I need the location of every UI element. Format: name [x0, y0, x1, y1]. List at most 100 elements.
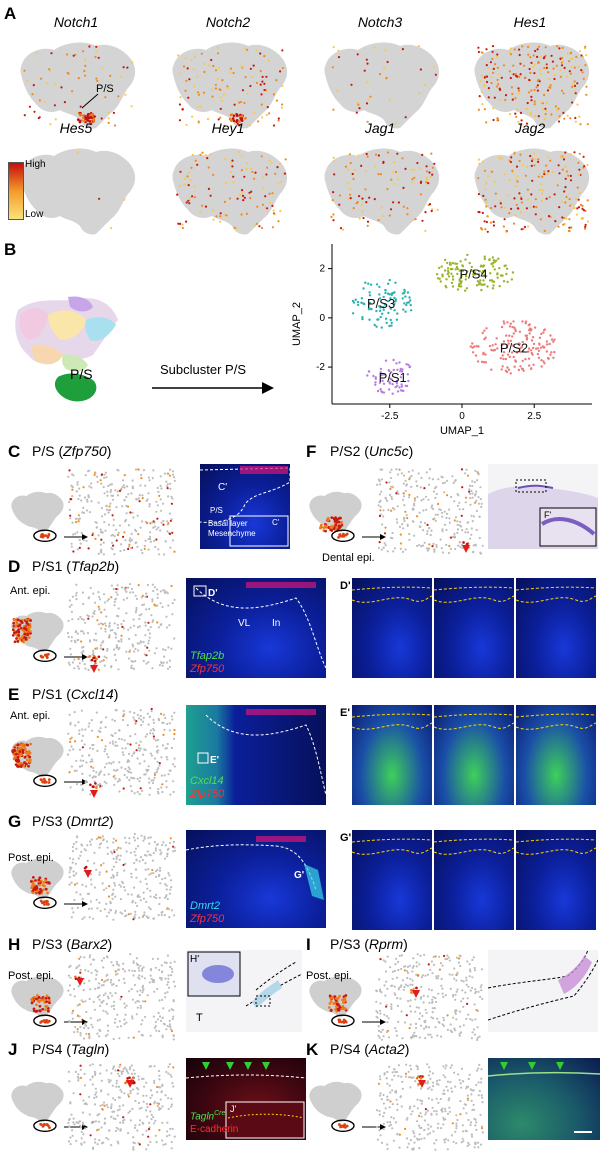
expression-dot [219, 107, 222, 110]
cell-dot [389, 1121, 392, 1124]
overview-dot [334, 1008, 337, 1011]
cell-dot [464, 991, 467, 994]
feature-umap-jag2 [474, 148, 590, 235]
overview-dot [29, 631, 32, 635]
cell-dot [471, 1031, 474, 1034]
cell-dot [403, 965, 406, 968]
cell-dot [101, 835, 104, 838]
cell-dot [466, 1002, 469, 1005]
cell-dot [155, 893, 158, 896]
cell-dot [396, 1133, 399, 1136]
cell-dot [172, 737, 176, 740]
cell-dot [136, 642, 139, 645]
cell-dot [127, 1132, 130, 1135]
cell-dot [151, 859, 155, 862]
cell-dot [67, 989, 70, 992]
cell-dot [96, 1143, 99, 1146]
cell-dot [398, 525, 402, 528]
legend-low-label: Low [25, 209, 44, 220]
cell-dot [112, 1000, 116, 1003]
cell-dot [170, 1147, 173, 1150]
expression-dot [571, 101, 574, 104]
expression-dot [191, 115, 194, 118]
cell-dot [425, 495, 428, 498]
cell-dot [383, 542, 386, 545]
expression-dot [124, 93, 127, 96]
cell-dot [83, 956, 86, 959]
cell-dot [122, 753, 125, 756]
expression-dot [123, 198, 126, 201]
expression-dot [492, 224, 495, 227]
expression-dot [527, 45, 530, 48]
inset-label-e: E' [210, 755, 220, 766]
cell-dot [430, 1113, 433, 1116]
cell-dot [436, 513, 439, 516]
cell-dot [379, 509, 382, 512]
cell-dot [457, 957, 461, 960]
cell-dot [158, 873, 161, 876]
cell-dot [89, 843, 92, 846]
cell-dot [79, 1124, 82, 1127]
cell-dot [168, 1023, 172, 1026]
cell-dot [127, 524, 130, 527]
cell-dot [420, 1087, 423, 1090]
cell-dot [440, 547, 443, 550]
cell-dot [390, 476, 393, 480]
cell-dot [149, 1110, 152, 1113]
cell-dot [458, 1034, 461, 1037]
overview-dot [23, 632, 27, 636]
expression-dot [509, 47, 512, 50]
cell-dot [72, 550, 75, 553]
cell-dot [171, 531, 174, 534]
cell-dot [146, 1105, 149, 1109]
cell-dot [173, 914, 176, 917]
cell-dot [67, 635, 70, 638]
cell-dot [385, 980, 388, 983]
expression-dot [563, 190, 566, 193]
cell-dot [442, 1092, 445, 1095]
cell-dot [79, 615, 82, 619]
cell-dot [83, 866, 87, 870]
cluster-point-ps4 [455, 262, 459, 265]
expression-dot [573, 206, 576, 209]
cell-dot [379, 505, 382, 508]
overview-dot [334, 523, 338, 527]
cluster-point-ps2 [499, 357, 502, 360]
cell-dot [424, 1113, 427, 1116]
expression-dot [534, 49, 537, 53]
cell-dot [169, 769, 172, 772]
cell-dot [88, 997, 91, 1001]
cell-dot [105, 1103, 108, 1106]
feature-umap-notch1 [20, 42, 136, 129]
cluster-point-ps2 [515, 351, 519, 354]
expression-dot [249, 67, 252, 70]
x-tick-label: 2.5 [527, 411, 541, 422]
expression-dot [533, 100, 536, 103]
cell-dot [95, 526, 98, 529]
cell-dot [68, 984, 71, 987]
cell-dot [141, 551, 144, 555]
cell-dot [67, 475, 70, 478]
cell-dot [142, 987, 145, 991]
cell-dot [71, 845, 74, 849]
expression-dot [83, 119, 86, 123]
cell-dot [402, 517, 406, 520]
expression-dot [534, 158, 537, 161]
expression-dot [107, 111, 110, 114]
cluster-point-ps4 [481, 283, 485, 286]
cluster-point-ps2 [491, 344, 494, 347]
expression-dot [177, 54, 180, 57]
expression-dot [584, 223, 587, 226]
overview-dot [326, 518, 330, 522]
cell-dot [477, 990, 480, 993]
cluster-point-ps3 [382, 308, 385, 311]
cell-dot [103, 664, 106, 667]
cell-dot [156, 596, 159, 599]
cell-dot [442, 1016, 445, 1019]
cell-dot [75, 835, 79, 838]
expression-dot [264, 195, 267, 198]
cell-dot [127, 657, 131, 660]
cell-dot [426, 973, 429, 976]
panel-d-outline [193, 582, 326, 669]
expression-dot [510, 156, 513, 159]
